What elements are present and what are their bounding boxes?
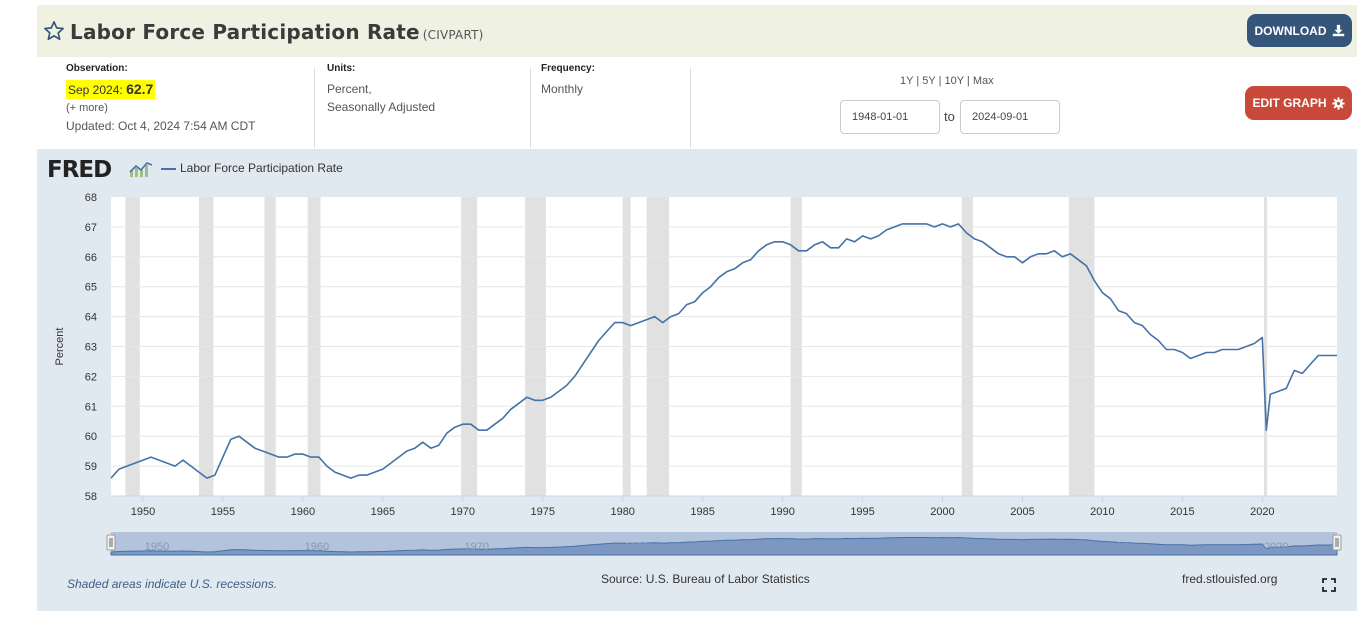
x-tick-label: 2000 (930, 506, 954, 518)
x-tick-label: 1950 (131, 506, 155, 518)
y-tick-label: 68 (85, 192, 97, 204)
y-tick-label: 58 (85, 491, 97, 503)
frequency-label: Frequency: (541, 63, 595, 74)
legend-swatch (161, 168, 176, 170)
y-tick-label: 67 (85, 222, 97, 234)
y-tick-label: 59 (85, 461, 97, 473)
x-tick-label: 2005 (1010, 506, 1034, 518)
gear-icon (1331, 96, 1345, 110)
divider (314, 68, 315, 148)
navigator-tick-label: 2010 (1104, 541, 1128, 553)
x-tick-label: 1980 (610, 506, 634, 518)
y-tick-label: 64 (85, 312, 97, 324)
x-tick-label: 2015 (1170, 506, 1194, 518)
range-1y-link[interactable]: 1Y (900, 75, 914, 87)
y-tick-label: 61 (85, 401, 97, 413)
series-title: Labor Force Participation Rate (70, 20, 420, 44)
divider (690, 68, 691, 148)
recession-note: Shaded areas indicate U.S. recessions. (67, 577, 278, 591)
x-tick-label: 1975 (531, 506, 555, 518)
x-tick-label: 1965 (371, 506, 395, 518)
fred-logo-graph-icon (129, 162, 153, 177)
download-label: DOWNLOAD (1254, 23, 1327, 38)
units-line2: Seasonally Adjusted (327, 100, 436, 114)
end-date-input[interactable]: 2024-09-01 (960, 100, 1060, 134)
x-tick-label: 1990 (770, 506, 794, 518)
x-tick-label: 1985 (690, 506, 714, 518)
start-date-input[interactable]: 1948-01-01 (840, 100, 940, 134)
edit-graph-label: EDIT GRAPH (1252, 96, 1327, 110)
units-label: Units: (327, 63, 356, 74)
y-tick-label: 60 (85, 431, 97, 443)
y-tick-label: 65 (85, 282, 97, 294)
observation-value: 62.7 (126, 81, 154, 97)
y-axis-label: Percent (54, 328, 66, 366)
range-max-link[interactable]: Max (972, 75, 994, 87)
line-chart[interactable]: 58 59 60 61 62 63 64 65 66 67 68 Percent 1950 1955 196… (37, 149, 1357, 569)
navigator-tick-label: 1970 (465, 541, 489, 553)
fred-logo: FRED (47, 157, 112, 183)
more-link[interactable]: (+ more) (66, 102, 108, 114)
edit-graph-button[interactable]: EDIT GRAPH (1245, 86, 1352, 120)
fullscreen-icon[interactable] (1322, 578, 1336, 592)
units-line1: Percent, (327, 82, 372, 96)
range-10y-link[interactable]: 10Y (944, 75, 964, 87)
observation-label: Observation: (66, 63, 128, 74)
x-tick-label: 1995 (850, 506, 874, 518)
observation-panel: Observation: Sep 2024: 62.7 (+ more) Upd… (66, 63, 255, 135)
page-title: Labor Force Participation Rate (CIVPART) (70, 20, 484, 44)
y-tick-label: 62 (85, 371, 97, 383)
navigator-tick-label: 1990 (784, 541, 808, 553)
download-button[interactable]: DOWNLOAD (1247, 14, 1352, 47)
source-text: Source: U.S. Bureau of Labor Statistics (601, 572, 810, 586)
observation-highlight: Sep 2024: 62.7 (66, 80, 156, 99)
updated-text: Updated: Oct 4, 2024 7:54 AM CDT (66, 119, 256, 133)
series-line (110, 223, 1337, 479)
to-label: to (944, 109, 955, 124)
download-icon (1332, 24, 1344, 37)
x-tick-label: 1960 (291, 506, 315, 518)
navigator-handle[interactable] (106, 534, 116, 551)
navigator-tick-label: 1960 (305, 541, 329, 553)
x-tick-label: 2020 (1250, 506, 1274, 518)
legend-series-name: Labor Force Participation Rate (180, 161, 343, 175)
range-links: 1Y | 5Y | 10Y | Max (900, 75, 994, 87)
frequency-value: Monthly (541, 82, 584, 96)
divider (530, 68, 531, 148)
x-tick-label: 2010 (1090, 506, 1114, 518)
navigator-handle[interactable] (1332, 534, 1342, 551)
star-icon[interactable] (43, 20, 65, 42)
navigator-tick-label: 2000 (944, 541, 968, 553)
units-panel: Units: Percent, Seasonally Adjusted (327, 63, 435, 116)
navigator-tick-label: 2020 (1264, 541, 1288, 553)
site-link[interactable]: fred.stlouisfed.org (1182, 572, 1278, 586)
navigator-tick-label: 1980 (624, 541, 648, 553)
navigator-tick-label: 1950 (145, 541, 169, 553)
navigator-area (110, 536, 1338, 556)
frequency-panel: Frequency: Monthly (541, 63, 595, 98)
range-5y-link[interactable]: 5Y (922, 75, 936, 87)
series-id: (CIVPART) (422, 28, 484, 42)
title-bar: Labor Force Participation Rate (CIVPART) … (37, 5, 1357, 57)
y-tick-label: 63 (85, 342, 97, 354)
observation-date: Sep 2024: (68, 83, 123, 97)
x-tick-label: 1955 (211, 506, 235, 518)
chart-container: FRED Labor Force Participation Rate 58 59… (37, 149, 1357, 611)
y-tick-label: 66 (85, 252, 97, 264)
x-tick-label: 1970 (451, 506, 475, 518)
